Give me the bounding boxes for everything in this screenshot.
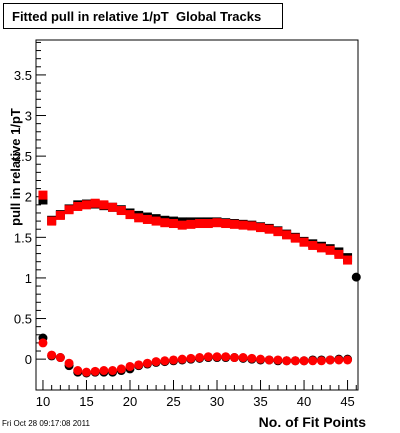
y-tick-label: 2.5 (14, 149, 32, 164)
x-tick-label: 20 (123, 394, 137, 409)
data-point-circle (169, 355, 179, 365)
x-tick-label: 35 (253, 394, 267, 409)
x-tick-label: 40 (297, 394, 311, 409)
data-point-circle (186, 353, 196, 363)
data-point-square (238, 220, 248, 230)
data-point-circle (308, 356, 318, 366)
data-point-square (134, 213, 144, 223)
x-tick-label: 10 (36, 394, 50, 409)
timestamp-label: Fri Oct 28 09:17:08 2011 (2, 419, 90, 428)
data-point-square (308, 240, 318, 250)
data-point-square (108, 202, 118, 212)
data-point-circle (151, 357, 161, 367)
data-point-square (316, 243, 326, 253)
data-point-circle (203, 352, 213, 362)
data-point-square (177, 220, 187, 230)
axes: 0 0.5 1 1.5 2 2.5 3 3.5 10 15 20 25 30 35 40 45 (14, 41, 357, 409)
data-point-square (334, 249, 344, 259)
data-point-square (212, 218, 222, 228)
data-point-square (151, 216, 161, 226)
data-point-square (81, 200, 91, 210)
data-points (38, 190, 361, 378)
data-point-circle (299, 356, 309, 366)
data-point-circle (316, 356, 326, 366)
data-point-circle (73, 366, 83, 376)
data-point-circle (212, 352, 222, 362)
data-point-square (38, 190, 48, 200)
data-point-circle (81, 367, 91, 377)
data-point-square (160, 218, 170, 228)
data-point-square (247, 221, 257, 231)
data-point-circle (325, 355, 335, 365)
data-point-circle (256, 354, 266, 364)
data-point-square (203, 219, 213, 229)
y-tick-label: 2 (25, 190, 32, 205)
data-point-circle (90, 366, 100, 376)
data-point-circle (195, 353, 205, 363)
data-point-square (290, 233, 300, 243)
chart-title: Fitted pull in relative 1/pT Global Trac… (3, 3, 283, 29)
data-point-circle (160, 356, 170, 366)
data-point-circle (99, 366, 109, 376)
data-point-circle (108, 366, 118, 376)
data-point-square (273, 227, 283, 237)
data-point-square (47, 216, 57, 226)
data-point-square (186, 219, 196, 229)
x-tick-label: 45 (340, 394, 354, 409)
data-point-square (73, 201, 83, 211)
data-point-circle (351, 272, 361, 282)
data-point-square (125, 210, 135, 220)
x-tick-label: 30 (210, 394, 224, 409)
data-point-circle (229, 353, 239, 363)
data-point-circle (177, 354, 187, 364)
y-tick-label: 0.5 (14, 312, 32, 327)
data-point-square (169, 219, 179, 229)
data-point-square (256, 223, 266, 233)
data-point-square (343, 255, 353, 265)
y-tick-label: 3 (25, 109, 32, 124)
data-point-circle (334, 355, 344, 365)
data-point-circle (264, 355, 274, 365)
data-point-circle (247, 353, 257, 363)
data-point-circle (290, 356, 300, 366)
x-tick-label: 15 (79, 394, 93, 409)
data-point-circle (273, 355, 283, 365)
x-axis-label: No. of Fit Points (259, 414, 367, 430)
y-tick-label: 1 (25, 271, 32, 286)
data-point-square (195, 219, 205, 229)
y-tick-label: 0 (25, 352, 32, 367)
data-point-circle (343, 355, 353, 365)
y-tick-label: 1.5 (14, 230, 32, 245)
data-point-square (64, 205, 74, 215)
data-point-square (142, 214, 152, 224)
data-point-square (325, 245, 335, 255)
data-point-square (99, 200, 109, 210)
data-point-square (38, 195, 48, 205)
data-point-circle (125, 361, 135, 371)
data-point-square (221, 219, 231, 229)
data-point-circle (134, 360, 144, 370)
data-point-square (116, 206, 126, 216)
data-point-square (282, 230, 292, 240)
data-point-circle (38, 338, 48, 348)
data-point-circle (47, 350, 57, 360)
data-point-circle (55, 353, 65, 363)
data-point-circle (221, 352, 231, 362)
data-point-circle (64, 358, 74, 368)
data-point-square (90, 198, 100, 208)
x-tick-label: 25 (166, 394, 180, 409)
data-point-square (299, 237, 309, 247)
y-tick-label: 3.5 (14, 68, 32, 83)
data-point-square (55, 210, 65, 220)
data-point-square (264, 224, 274, 234)
data-point-circle (142, 358, 152, 368)
plot-frame (35, 39, 359, 391)
data-point-circle (282, 356, 292, 366)
y-axis-label: pull in relative 1/pT (8, 108, 23, 226)
data-point-circle (116, 364, 126, 374)
data-point-circle (238, 353, 248, 363)
data-point-square (229, 219, 239, 229)
